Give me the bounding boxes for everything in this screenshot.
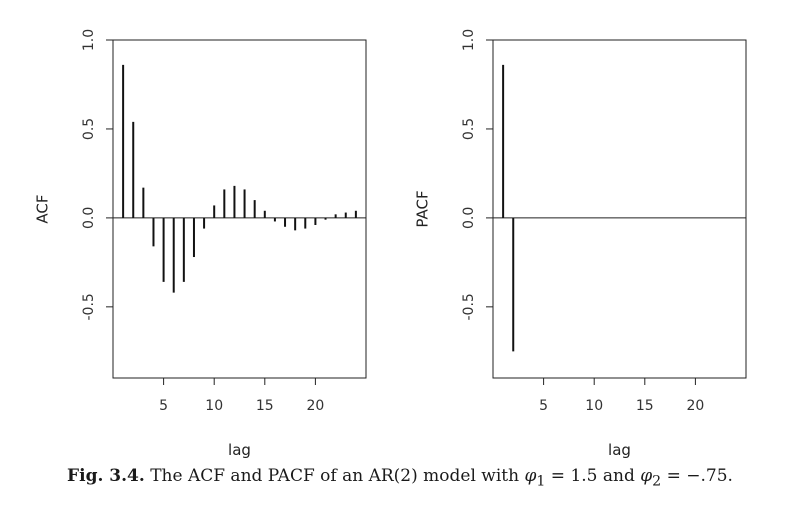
pacf-x-tick-label: 15: [636, 398, 654, 414]
acf-y-tick-label: 0.5: [81, 118, 97, 140]
acf-y-tick-label: 1.0: [81, 29, 97, 51]
caption-eq1: = 1.5 and: [545, 466, 641, 486]
acf-plot-frame: [112, 39, 367, 379]
acf-x-tick-label: 15: [256, 398, 274, 414]
acf-y-axis-title: ACF: [34, 194, 52, 223]
caption-text: The ACF and PACF of an AR(2) model with: [144, 466, 525, 486]
pacf-panel: 1.0 0.5 0.0 -0.5 5 10 15 20 PACF lag: [414, 29, 747, 459]
acf-x-axis-title: lag: [228, 441, 251, 459]
pacf-x-tick-label: 20: [686, 398, 704, 414]
phi2-subscript: 2: [652, 473, 662, 490]
pacf-x-axis-title: lag: [608, 441, 631, 459]
acf-x-tick-label: 20: [306, 398, 324, 414]
acf-y-tick-label: 0.0: [81, 207, 97, 229]
pacf-y-tick-label: 1.0: [461, 29, 477, 51]
pacf-y-tick-label: 0.5: [461, 118, 477, 140]
acf-x-tick-label: 10: [205, 398, 223, 414]
phi1-symbol: φ: [524, 466, 537, 486]
pacf-y-tick-label: -0.5: [461, 293, 477, 320]
acf-x-tick-label: 5: [159, 398, 168, 414]
pacf-x-tick-label: 5: [539, 398, 548, 414]
pacf-y-axis-title: PACF: [414, 190, 432, 227]
caption-eq2: = −.75.: [661, 466, 733, 486]
acf-panel: 1.0 0.5 0.0 -0.5 5 10 15 20 ACF lag: [34, 29, 367, 459]
pacf-x-tick-label: 10: [585, 398, 603, 414]
pacf-plot-frame: [492, 39, 747, 379]
acf-y-tick-label: -0.5: [81, 293, 97, 320]
figure-caption: Fig. 3.4. The ACF and PACF of an AR(2) m…: [0, 466, 800, 489]
caption-label: Fig. 3.4.: [67, 466, 145, 486]
pacf-y-tick-label: 0.0: [461, 207, 477, 229]
phi2-symbol: φ: [640, 466, 653, 486]
phi1-subscript: 1: [536, 473, 546, 490]
